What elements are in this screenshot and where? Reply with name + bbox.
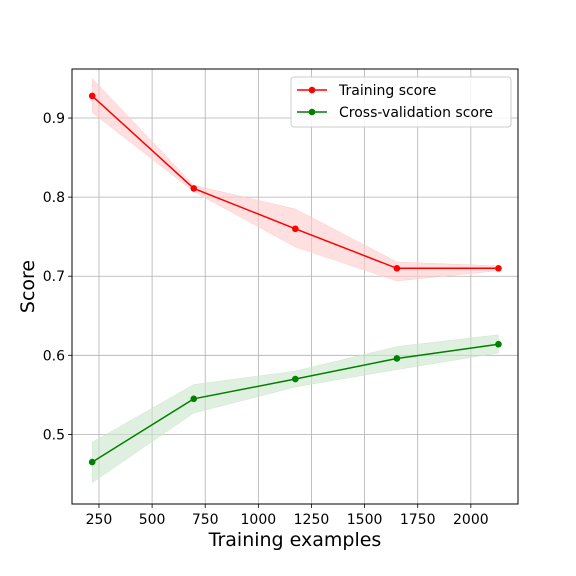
cross-validation-score-point [393,355,401,362]
legend-cross-validation-marker [308,108,316,116]
x-tick-label: 750 [192,512,219,528]
training-score-point [495,265,502,272]
y-tick-label: 0.5 [43,427,65,443]
cross-validation-score-point [88,458,96,466]
cross-validation-score-point [495,340,502,348]
x-tick-label: 500 [139,512,166,528]
y-tick-label: 0.6 [43,348,65,364]
x-tick-label: 2000 [453,512,489,528]
legend-training-marker [308,86,316,94]
cross-validation-score-point [292,375,299,383]
legend-cross-validation-label: Cross-validation score [339,105,493,121]
training-score-point [393,265,401,272]
x-axis-title: Training examples [208,529,382,551]
y-axis-title: Score [17,260,39,313]
x-tick-label: 1750 [400,512,436,528]
training-score-point [292,225,299,233]
training-score-point [88,92,96,100]
legend-training-label: Training score [338,83,436,99]
x-axis-ticks: 250 500 750 1000 1250 1500 1750 2000 [86,504,489,528]
training-score-point [190,185,198,192]
x-tick-label: 1250 [294,512,330,528]
plot-frame [71,68,519,505]
legend: Training score Cross-validation score [290,76,512,128]
x-tick-label: 1500 [347,512,383,528]
series-points [88,92,502,466]
x-tick-label: 250 [86,512,113,528]
cross-validation-score-point [190,395,198,403]
legend-box [290,76,512,128]
y-tick-label: 0.7 [43,269,65,285]
y-axis-ticks: 0.5 0.6 0.7 0.8 0.9 [43,111,72,443]
y-tick-label: 0.9 [43,111,65,127]
y-tick-label: 0.8 [43,190,65,206]
x-tick-label: 1000 [241,512,277,528]
